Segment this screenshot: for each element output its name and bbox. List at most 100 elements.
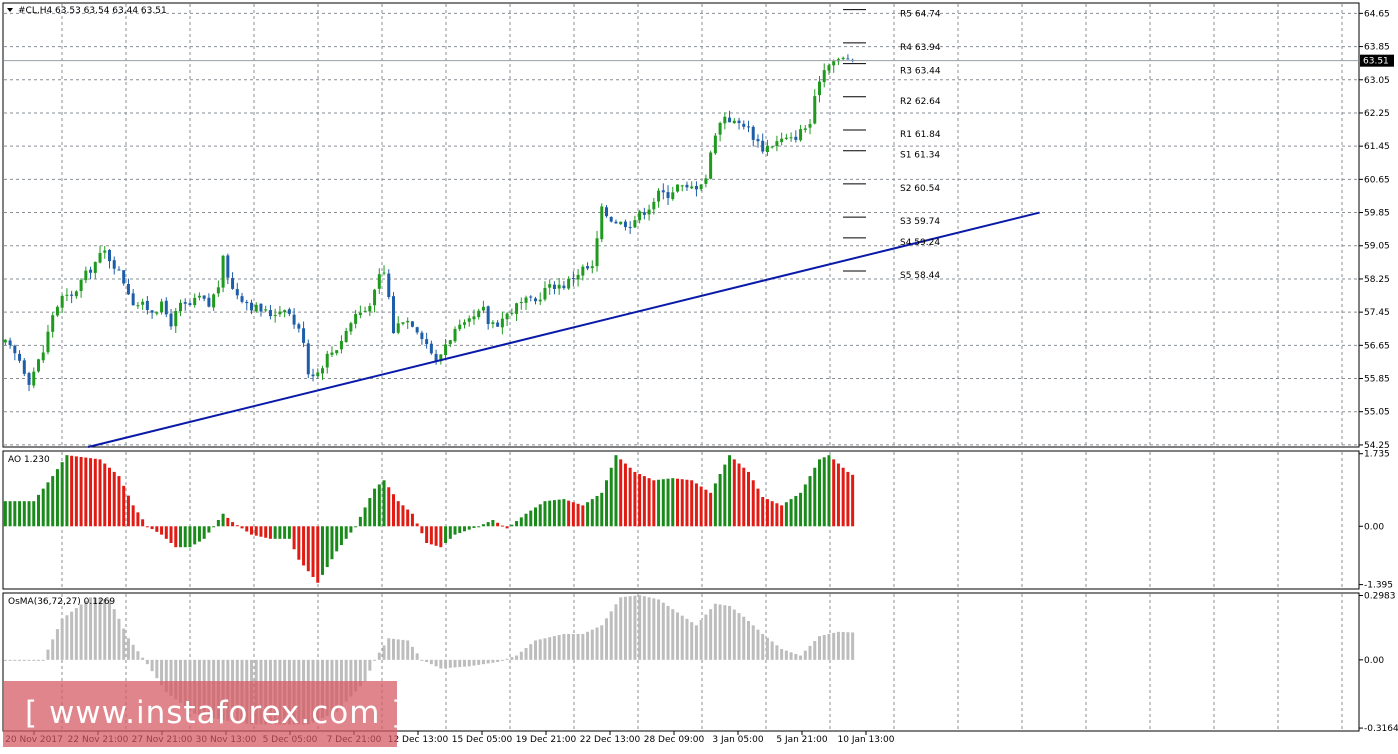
candle-body (268, 310, 272, 317)
candle-body (321, 368, 324, 374)
current-price-label: 63.51 (1363, 57, 1389, 67)
candle-body (41, 352, 45, 361)
candle-body (339, 340, 343, 350)
pivot-level-label: S2 60.54 (900, 184, 940, 194)
candle-body (126, 284, 130, 295)
candle-body (704, 178, 708, 184)
ao-bar (496, 522, 500, 527)
ao-bar (851, 474, 855, 527)
candle-body (226, 255, 230, 278)
candle-body (117, 269, 121, 271)
candle-body (647, 209, 651, 215)
candle-body (155, 312, 159, 314)
ao-bar (661, 479, 665, 527)
x-tick-label: 22 Dec 13:00 (580, 735, 641, 745)
osma-bar (600, 625, 604, 660)
candle-body (510, 312, 514, 314)
candle-body (747, 126, 750, 128)
osma-bar (472, 659, 476, 666)
ao-bar (396, 501, 400, 527)
ao-bar (98, 459, 102, 527)
osma-bar (486, 659, 490, 664)
candle-body (254, 304, 258, 312)
osma-bar (818, 636, 821, 660)
ao-bar (339, 526, 343, 546)
candle-body (297, 324, 301, 329)
candle-body (183, 302, 187, 304)
osma-bar (344, 659, 348, 702)
candle-body (216, 287, 220, 294)
ao-bar (387, 487, 391, 527)
ao-bar (529, 510, 533, 527)
osma-bar (141, 657, 145, 660)
osma-bar (444, 659, 448, 669)
osma-bar (477, 659, 481, 665)
candle-body (789, 137, 793, 139)
candle-body (354, 314, 358, 324)
ao-bar (538, 504, 542, 527)
candle-body (387, 273, 391, 298)
candle-body (756, 139, 760, 142)
osma-bar (174, 659, 178, 700)
chart-menu-triangle-icon (7, 8, 13, 12)
osma-bar (728, 605, 732, 660)
candle-body (287, 309, 291, 314)
osma-bar (368, 659, 372, 671)
candle-body (278, 311, 282, 315)
candle-body (609, 216, 613, 222)
ao-bar (623, 463, 627, 527)
osma-bar (780, 649, 784, 660)
candle-body (543, 287, 547, 300)
osma-bar (74, 608, 78, 660)
osma-bar (382, 645, 386, 660)
ao-bar (486, 522, 490, 527)
candle-body (808, 124, 812, 128)
candle-body (576, 274, 580, 280)
candle-body (713, 135, 717, 154)
osma-bar (794, 653, 798, 660)
candle-body (259, 303, 263, 312)
candle-body (98, 252, 102, 263)
candle-body (491, 322, 495, 324)
ao-bar (112, 471, 116, 527)
osma-bar (638, 595, 642, 660)
y-tick-label: 58.25 (1364, 275, 1390, 285)
ao-bar (136, 512, 140, 527)
ao-bar (515, 521, 519, 527)
osma-bar (3, 659, 7, 661)
osma-bar (458, 659, 462, 668)
candle-body (770, 146, 774, 148)
ao-bar (510, 524, 514, 527)
candle-body (661, 190, 665, 193)
main-panel-frame (2, 2, 1360, 448)
ao-bar (751, 480, 755, 527)
ao-bar (808, 476, 812, 527)
ao-bar (571, 502, 575, 527)
candle-body (46, 331, 50, 353)
candle-body (193, 297, 197, 306)
ao-bar (79, 456, 83, 527)
ao-bar (325, 526, 329, 568)
ao-bar (472, 526, 476, 528)
candle-body (751, 126, 755, 140)
ao-bar (614, 455, 618, 527)
ao-bar (283, 526, 287, 539)
candle-body (316, 372, 320, 377)
ao-bar (27, 501, 31, 527)
ao-bar (803, 484, 807, 527)
osma-bar (377, 652, 381, 660)
candle-body (723, 116, 727, 124)
candle-body (500, 318, 504, 328)
candle-body (534, 298, 537, 302)
candle-body (202, 295, 206, 299)
ao-bar (813, 467, 817, 527)
candle-body (429, 343, 433, 354)
y-tick-label: 59.05 (1364, 242, 1390, 252)
osma-bar (510, 657, 514, 660)
osma-bar (98, 598, 102, 660)
ao-bar (193, 526, 197, 545)
candle-body (694, 185, 698, 190)
